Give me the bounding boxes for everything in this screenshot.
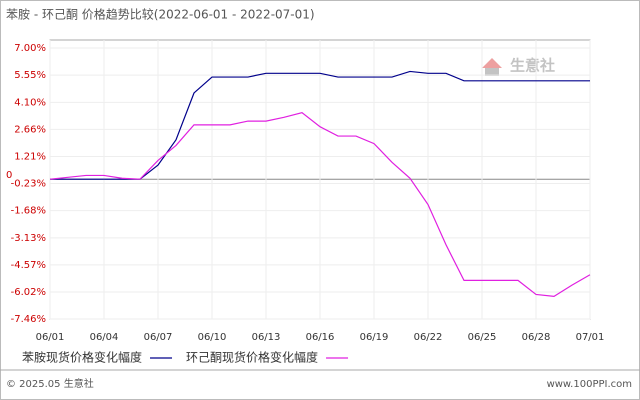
watermark: 生意社	[482, 57, 555, 76]
y-tick-label: -6.02%	[11, 287, 46, 298]
y-tick-label: 5.55%	[14, 70, 46, 81]
y-tick-label: 4.10%	[14, 97, 46, 108]
chart-title: 苯胺 - 环己酮 价格趋势比较(2022-06-01 - 2022-07-01)	[6, 7, 315, 22]
x-tick-label: 06/10	[198, 332, 227, 343]
y-tick-label: -1.68%	[11, 206, 46, 217]
x-tick-label: 06/04	[90, 332, 119, 343]
x-tick-label: 06/22	[414, 332, 443, 343]
x-tick-label: 06/16	[306, 332, 335, 343]
watermark-text: 生意社	[510, 57, 555, 75]
y-tick-label: -4.57%	[11, 260, 46, 271]
x-tick-label: 06/13	[252, 332, 281, 343]
y-tick-label: 1.21%	[14, 152, 46, 163]
y-tick-label: -3.13%	[11, 233, 46, 244]
legend-label: 环己酮现货价格变化幅度	[186, 350, 318, 365]
y-tick-label: 2.66%	[14, 124, 46, 135]
y-tick-label: 7.00%	[14, 43, 46, 54]
x-tick-label: 06/28	[522, 332, 551, 343]
x-tick-label: 06/07	[144, 332, 173, 343]
watermark-logo	[485, 68, 499, 76]
x-tick-label: 06/19	[360, 332, 389, 343]
zero-label: 0	[6, 170, 12, 181]
x-tick-label: 06/01	[36, 332, 65, 343]
footer-right: www.100PPI.com	[547, 379, 632, 390]
legend-label: 苯胺现货价格变化幅度	[22, 350, 142, 365]
footer-left: © 2025.05 生意社	[6, 377, 94, 390]
x-tick-label: 07/01	[576, 332, 605, 343]
series-line	[49, 112, 591, 297]
y-tick-label: -0.23%	[11, 179, 46, 190]
x-tick-label: 06/25	[468, 332, 497, 343]
watermark-logo	[482, 58, 502, 68]
y-tick-label: -7.46%	[11, 314, 46, 325]
